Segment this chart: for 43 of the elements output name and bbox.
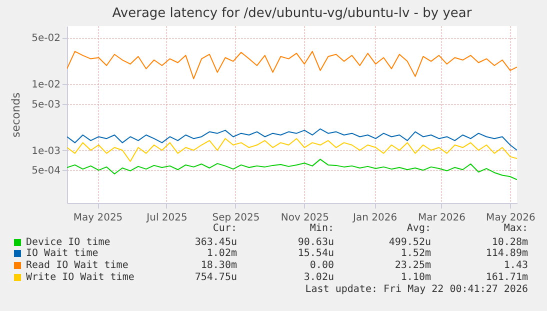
text: Avg: xyxy=(406,223,431,234)
text: 363.45u xyxy=(194,236,237,248)
line-series xyxy=(67,50,517,80)
text: Max: xyxy=(504,223,528,234)
x-tick-label: Mar 2026 xyxy=(418,212,466,224)
y-tick-label: 1e-03 xyxy=(32,146,60,157)
text: 754.75u xyxy=(194,272,237,283)
x-tick-label: Jul 2025 xyxy=(146,212,188,224)
legend-label: Device IO time xyxy=(26,236,110,248)
text: 3.02u xyxy=(304,272,334,283)
text: Last update: Fri May 22 00:41:27 2026 xyxy=(305,284,528,294)
text: 90.63u xyxy=(298,236,334,248)
text: Min: xyxy=(310,223,334,234)
x-tick-label: May 2025 xyxy=(73,212,123,224)
text: 23.25m xyxy=(394,260,431,272)
text: 1.10m xyxy=(400,272,431,283)
y-tick-label: 5e-03 xyxy=(32,99,60,110)
x-tick-label: Jan 2026 xyxy=(352,212,398,224)
line-series xyxy=(67,158,517,180)
legend-label: Write IO Wait time xyxy=(26,272,134,283)
text: Cur: xyxy=(212,223,237,234)
line-series xyxy=(67,138,517,162)
line-series xyxy=(67,128,517,151)
y-axis-title: seconds xyxy=(10,92,23,138)
text: 161.71m xyxy=(486,272,528,283)
y-tick-label: 5e-02 xyxy=(32,33,60,44)
text: 18.30m xyxy=(200,260,237,272)
legend-label: IO Wait time xyxy=(26,248,98,260)
text: 114.89m xyxy=(486,248,528,260)
chart-title: Average latency for /dev/ubuntu-vg/ubuntu-lv - by year xyxy=(112,6,472,21)
legend-label: Read IO Wait time xyxy=(26,260,128,272)
y-tick-label: 1e-02 xyxy=(32,79,60,90)
x-tick-label: Nov 2025 xyxy=(280,212,330,224)
text: 15.54u xyxy=(298,248,334,260)
text: 0.00 xyxy=(310,260,334,272)
x-tick-label: May 2026 xyxy=(486,212,536,224)
y-tick-label: 5e-04 xyxy=(32,166,60,177)
text: 10.28m xyxy=(492,236,528,248)
text: 1.52m xyxy=(400,248,431,260)
text: 1.02m xyxy=(206,248,237,260)
text: 1.43 xyxy=(504,260,528,272)
text: 499.52u xyxy=(388,236,431,248)
x-tick-label: Sep 2025 xyxy=(212,212,260,224)
